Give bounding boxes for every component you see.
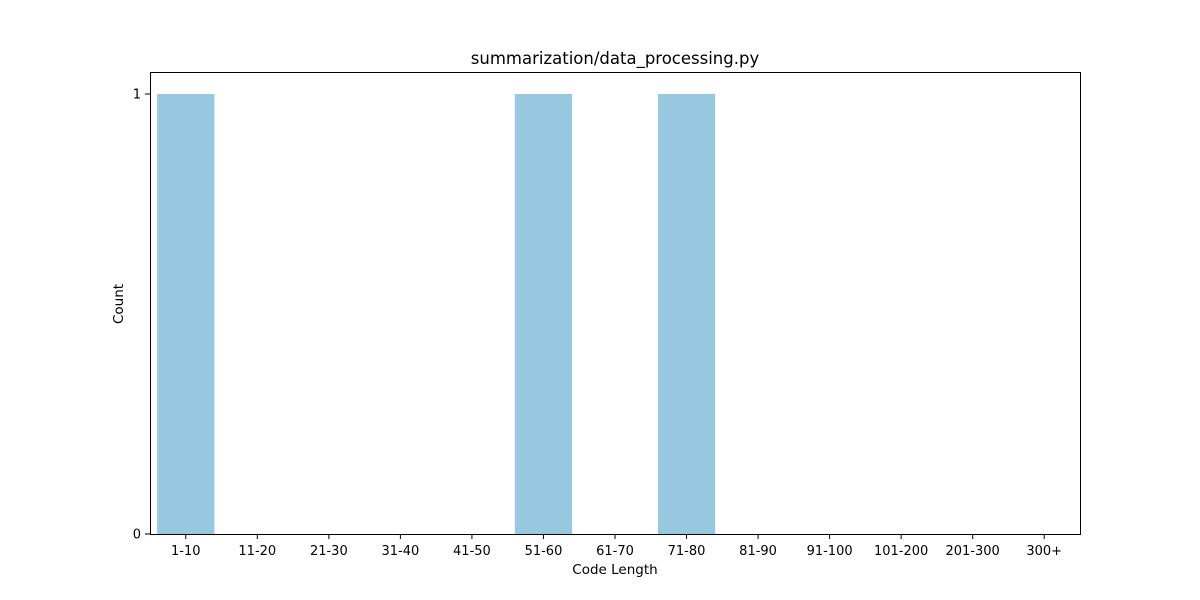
chart-title: summarization/data_processing.py (471, 49, 760, 69)
x-tick-label: 71-80 (668, 544, 706, 559)
bar-51-60 (514, 94, 573, 534)
x-tick-label: 91-100 (807, 544, 853, 559)
x-tick-label: 21-30 (310, 544, 348, 559)
x-axis-ticks: 1-10 11-20 21-30 31-40 41-50 51-60 61-70 71-80 8… (171, 534, 1062, 559)
bars-layer (157, 94, 716, 534)
x-tick-label: 61-70 (596, 544, 634, 559)
x-tick-label: 300+ (1026, 544, 1062, 559)
plot-frame (150, 72, 1081, 535)
y-axis-label: Count (111, 284, 127, 324)
bar-71-80 (657, 94, 716, 534)
x-tick-label: 51-60 (525, 544, 563, 559)
x-axis-label: Code Length (572, 562, 657, 578)
bar-1-10 (157, 94, 215, 534)
x-tick-label: 201-300 (946, 544, 1000, 559)
y-tick-label: 0 (133, 528, 141, 543)
x-tick-label: 1-10 (171, 544, 201, 559)
x-tick-label: 11-20 (238, 544, 276, 559)
y-axis-ticks: 01 (133, 88, 150, 543)
y-tick-label: 1 (133, 88, 141, 103)
x-tick-label: 31-40 (381, 544, 419, 559)
x-tick-label: 41-50 (453, 544, 491, 559)
x-tick-label: 101-200 (874, 544, 928, 559)
x-tick-label: 81-90 (739, 544, 777, 559)
